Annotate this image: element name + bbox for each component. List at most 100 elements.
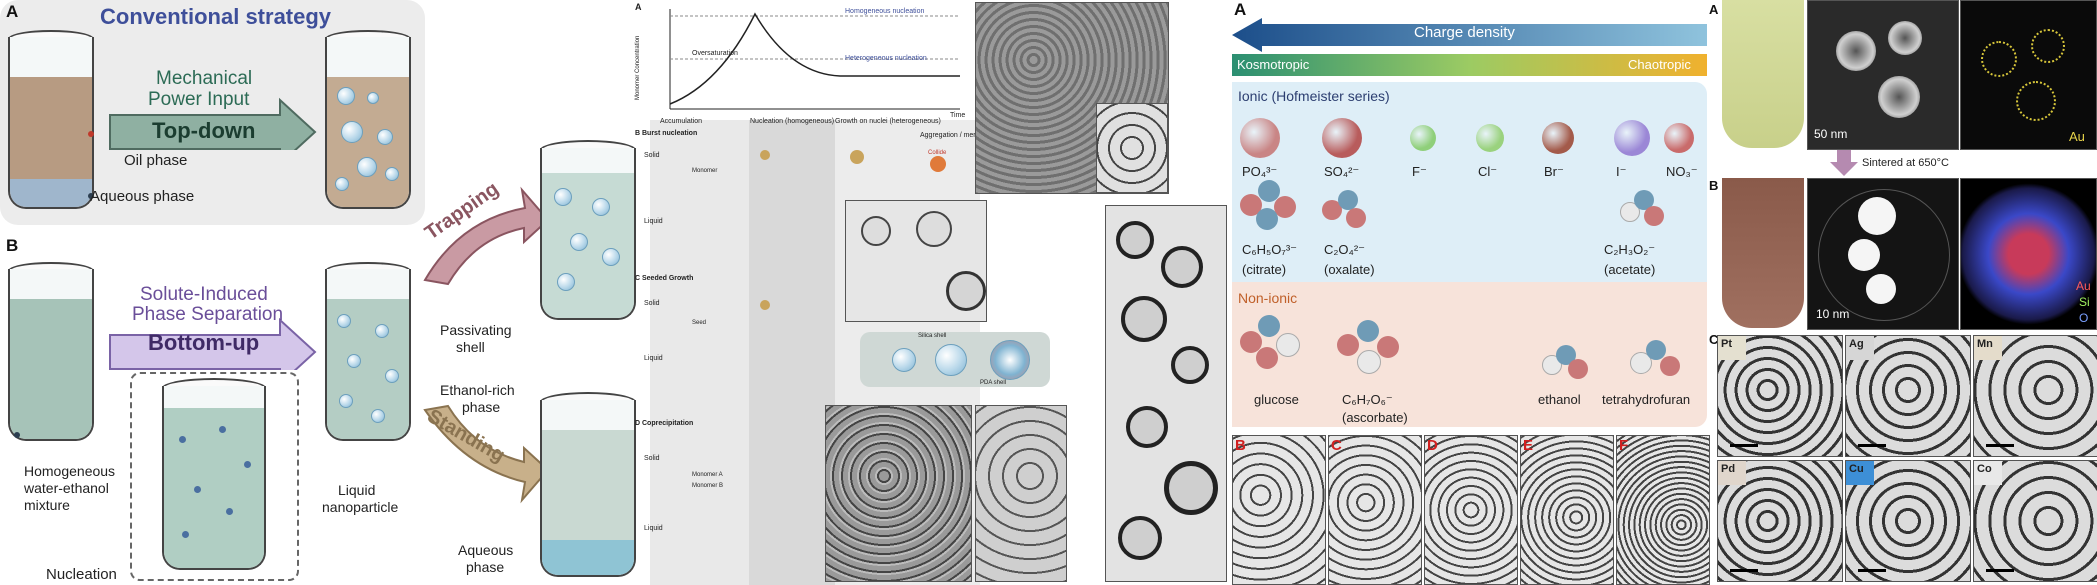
tem-coprecipitation-2: [975, 405, 1067, 582]
stage-growth: Growth on nuclei (heterogeneous): [835, 118, 941, 125]
tem-sphere: [1171, 346, 1209, 384]
acetate-name: (acetate): [1604, 262, 1656, 277]
homogeneous-line2: water-ethanol: [24, 480, 109, 496]
seed-droplet: [892, 348, 916, 372]
water-ethanol-liquid: [10, 299, 92, 439]
monomer-a-label: Monomer A: [692, 472, 723, 478]
liquid-np-line1: Liquid: [338, 482, 376, 498]
tem-inset: [1096, 103, 1168, 193]
beaker-nucleation: [162, 386, 266, 570]
ethanol-line1: Ethanol-rich: [440, 382, 515, 398]
sintered-tem-image: 10 nm: [1807, 178, 1959, 330]
beaker-standing: [540, 400, 636, 577]
tem-sphere: [1126, 406, 1168, 448]
shelled-particle: [602, 248, 620, 266]
shelled-particle: [592, 198, 610, 216]
au-particle: [1836, 31, 1876, 71]
shelled-particle: [570, 233, 588, 251]
liquid-np-line2: nanoparticle: [322, 499, 399, 515]
au-particle: [1888, 21, 1922, 55]
ionic-header: Ionic (Hofmeister series): [1238, 88, 1390, 104]
oxalate-molecule: [1322, 190, 1368, 232]
beaker-droplets: [325, 269, 411, 441]
scale-bar: [1986, 444, 2014, 447]
beaker-trapping: [540, 148, 636, 320]
solid-label: Solid: [644, 300, 660, 307]
ion-sphere: [1614, 120, 1650, 156]
time-label: Time: [950, 112, 966, 119]
label-d-coprecipitation: D Coprecipitation: [635, 420, 694, 427]
metal-label: Mn: [1977, 338, 1993, 350]
nucleation-liquid: [164, 408, 264, 568]
ions-tem-label: C: [1331, 437, 1342, 454]
beaker-homogeneous: [8, 269, 94, 441]
oxalate-name: (oxalate): [1324, 262, 1375, 277]
aqueous-marker: [88, 193, 94, 199]
liquid-nanoparticle: [371, 409, 385, 423]
solute-line1: Solute-Induced: [140, 284, 268, 305]
scale-bar: [1858, 444, 1886, 447]
ion-label: Cl⁻: [1478, 164, 1498, 179]
y-axis-label: Monomer Concentration: [635, 35, 641, 100]
seed-particle: [760, 300, 770, 310]
heterogeneous-nucleation-label: Heterogeneous nucleation: [845, 55, 927, 62]
scale-bar: [1986, 569, 2014, 572]
non-ionic-region: [1232, 282, 1707, 427]
tem-sphere: [1121, 296, 1167, 342]
non-ionic-header: Non-ionic: [1238, 290, 1298, 306]
stage-accumulation: Accumulation: [660, 118, 703, 125]
homogeneous-line3: mixture: [24, 497, 70, 513]
metal-tem-panel: Mn: [1973, 335, 2097, 457]
chaotropic-label: Chaotropic: [1628, 57, 1691, 72]
liquid-label: Liquid: [644, 525, 663, 532]
citrate-molecule: [1240, 180, 1298, 232]
sintered-vial-photo: [1722, 178, 1804, 328]
right-label-c: C: [1709, 332, 1719, 347]
tem-particle: [916, 211, 952, 247]
liquid-nanoparticle: [347, 354, 361, 368]
silica-shell-label: Silica shell: [918, 333, 947, 339]
nucleation-label: Nucleation: [46, 566, 117, 583]
acetate-formula: C₂H₃O₂⁻: [1604, 242, 1656, 257]
ion-label: F⁻: [1412, 164, 1427, 179]
solid-label: Solid: [644, 455, 660, 462]
solid-particle: [760, 150, 770, 160]
silica-shell-droplet: [935, 344, 967, 376]
top-down-arrow: [109, 97, 317, 150]
acetate-molecule: [1620, 190, 1666, 232]
stage-nucleation: Nucleation (homogeneous): [750, 118, 835, 125]
solid-label: Solid: [644, 152, 660, 159]
scale-10nm: 10 nm: [1816, 307, 1850, 321]
aqueous-bottom-layer: [542, 540, 634, 575]
liquid-nanoparticle: [339, 394, 353, 408]
au-vial-photo: [1722, 0, 1804, 148]
sintered-label: Sintered at 650°C: [1862, 157, 1949, 169]
ions-tem-label: F: [1619, 437, 1629, 454]
ascorbate-formula: C₆H₇O₆⁻: [1342, 392, 1393, 407]
aqueous-phase-label: Aqueous phase: [90, 188, 195, 205]
mechanical-line2: Power Input: [148, 89, 250, 110]
metal-tem-panel: Ag: [1845, 335, 1971, 457]
scale-bar: [1730, 569, 1758, 572]
au-tem-image: 50 nm: [1807, 0, 1959, 150]
liquid-label: Liquid: [644, 218, 663, 225]
ascorbate-name: (ascorbate): [1342, 410, 1408, 425]
metal-tem-panel: Pd: [1717, 460, 1843, 582]
thf-label: tetrahydrofuran: [1602, 392, 1691, 407]
ions-label-a: A: [1234, 0, 1247, 19]
scale-bar: [1730, 444, 1758, 447]
ions-tem-panel: [1328, 435, 1422, 585]
kosmotropic-label: Kosmotropic: [1237, 57, 1310, 72]
glucose-label: glucose: [1254, 392, 1299, 407]
ion-label: Br⁻: [1544, 164, 1564, 179]
collide-label: Collide: [928, 150, 947, 156]
metal-label: Pd: [1721, 463, 1736, 475]
au-label: Au: [2069, 129, 2085, 144]
ion-sphere: [1476, 124, 1504, 152]
right-figure: A 50 nm Au Sintered at 650°C B 10 nm Au …: [1709, 0, 2097, 585]
ion-label: I⁻: [1616, 164, 1627, 179]
tem-liquid-droplets: [845, 200, 987, 322]
au-map-particle: [1981, 41, 2017, 77]
nucleus: [179, 436, 186, 443]
label-c-seeded: C Seeded Growth: [635, 275, 694, 282]
